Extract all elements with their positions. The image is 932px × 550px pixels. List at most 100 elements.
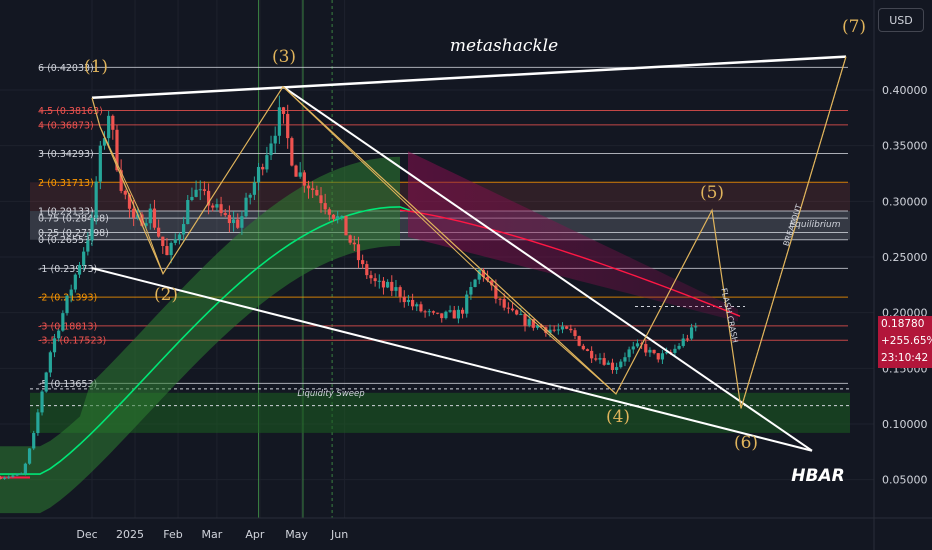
time-tick-label: Apr xyxy=(245,528,265,541)
candle-body xyxy=(627,349,631,358)
price-tick-label: 0.40000 xyxy=(882,84,928,97)
trendline xyxy=(91,55,847,100)
candle-body xyxy=(223,213,227,215)
candle-body xyxy=(448,310,452,312)
candle-body xyxy=(202,189,207,191)
wave-label: (4) xyxy=(606,407,630,427)
candle-body xyxy=(323,203,327,210)
fib-level-label: 0.75 (0.28488) xyxy=(38,214,109,225)
candle-body xyxy=(631,346,635,350)
candle-body xyxy=(90,217,94,241)
candle-body xyxy=(140,214,144,226)
candle-body xyxy=(48,352,52,373)
candle-body xyxy=(311,188,315,190)
candle-body xyxy=(411,299,415,307)
fib-level-label: 0 (0.26553) xyxy=(38,235,94,246)
trendline xyxy=(282,85,813,452)
candle-body xyxy=(615,367,619,370)
candle-body xyxy=(381,280,386,288)
candle-body xyxy=(490,280,494,286)
candle-body xyxy=(502,299,506,308)
candle-body xyxy=(107,115,111,139)
candle-body xyxy=(132,208,136,218)
candle-body xyxy=(510,308,515,311)
candle-body xyxy=(115,129,119,171)
candle-body xyxy=(227,214,232,224)
candle-body xyxy=(248,194,252,198)
candle-body xyxy=(569,328,573,331)
candle-body xyxy=(598,358,602,360)
candle-body xyxy=(348,235,352,243)
price-tick-label: 0.35000 xyxy=(882,140,928,153)
candle-body xyxy=(402,296,406,303)
candle-body xyxy=(673,348,677,353)
candle-body xyxy=(165,246,169,256)
candle-body xyxy=(244,197,248,217)
candle-body xyxy=(44,372,48,392)
candle-body xyxy=(602,358,606,365)
candle-body xyxy=(215,204,219,208)
candle-body xyxy=(444,311,448,319)
candle-body xyxy=(315,189,319,196)
candle-body xyxy=(277,107,281,136)
candle-body xyxy=(523,314,527,326)
candle-body xyxy=(119,170,123,191)
ticker-label: HBAR xyxy=(791,466,844,486)
candle-body xyxy=(123,190,127,195)
bar-countdown: 23:10:42 xyxy=(881,352,929,364)
candle-body xyxy=(460,309,465,314)
candle-body xyxy=(327,209,331,215)
candle-body xyxy=(565,326,569,329)
candle-body xyxy=(685,338,690,340)
candle-body xyxy=(594,358,598,360)
candle-body xyxy=(298,172,302,177)
candle-body xyxy=(269,143,273,156)
candle-body xyxy=(465,294,469,314)
candle-body xyxy=(152,208,157,228)
candle-body xyxy=(452,310,456,319)
time-tick-label: 2025 xyxy=(116,528,144,541)
price-tick-label: 0.30000 xyxy=(882,195,928,208)
candle-body xyxy=(377,280,381,282)
candle-body xyxy=(427,311,431,313)
candle-body xyxy=(473,279,477,288)
fib-level-label: -3.5 (0.17523) xyxy=(38,336,106,347)
candle-body xyxy=(82,251,86,265)
candle-body xyxy=(40,391,44,413)
candle-body xyxy=(2,477,7,479)
candle-body xyxy=(182,224,186,235)
candle-body xyxy=(173,239,177,243)
candle-body xyxy=(32,433,36,449)
candle-body xyxy=(198,189,202,191)
candle-body xyxy=(531,319,535,328)
projection-line xyxy=(740,56,847,409)
candle-body xyxy=(373,278,377,282)
candle-body xyxy=(306,185,311,189)
candle-body xyxy=(519,314,523,316)
time-tick-label: Jun xyxy=(330,528,348,541)
candle-body xyxy=(340,215,344,217)
fib-level-label: 3 (0.34293) xyxy=(38,149,94,160)
equilibrium-label: Equilibrium xyxy=(790,220,841,230)
elliott-wave-path xyxy=(99,126,164,274)
candle-body xyxy=(190,196,194,201)
candle-body xyxy=(477,269,481,280)
currency-button[interactable]: USD xyxy=(878,8,924,32)
candle-body xyxy=(573,330,577,337)
wave-label: (1) xyxy=(84,57,108,77)
candle-body xyxy=(281,107,286,114)
candle-body xyxy=(294,165,298,177)
candle-body xyxy=(69,289,73,296)
candle-body xyxy=(535,325,540,328)
candle-body xyxy=(302,172,306,186)
fib-level-label: 1 (0.29133) xyxy=(38,206,94,217)
candle-body xyxy=(515,310,519,315)
candle-body xyxy=(186,200,190,225)
candle-body xyxy=(694,326,698,328)
candle-body xyxy=(585,349,590,351)
candle-body xyxy=(15,473,19,476)
candle-body xyxy=(19,473,23,475)
candle-body xyxy=(0,477,2,479)
